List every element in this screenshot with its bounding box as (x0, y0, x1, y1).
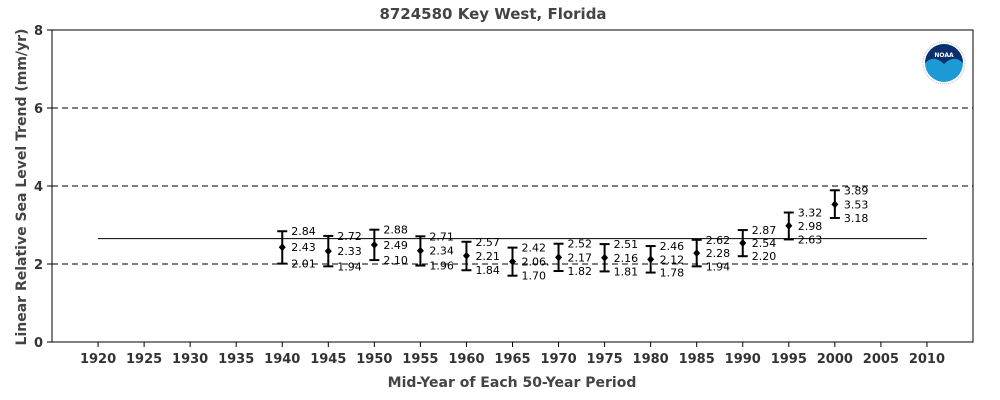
trend-marker (324, 247, 332, 256)
y-axis-label: Linear Relative Sea Level Trend (mm/yr) (14, 29, 30, 346)
lower-value-label: 3.18 (844, 212, 869, 225)
trend-marker (555, 253, 563, 262)
lower-value-label: 1.84 (475, 264, 500, 277)
trend-value-label: 2.98 (798, 220, 823, 233)
data-point: 2.72 2.33 1.94 (323, 230, 362, 273)
trend-marker (416, 246, 424, 255)
data-point: 2.422.06.1.70 (507, 242, 550, 283)
trend-marker (601, 253, 609, 262)
data-point: 3.322.982.63 (783, 207, 823, 246)
trend-value-label: 2.34 (429, 245, 454, 258)
data-point: 2.462.121.78 (645, 240, 685, 280)
x-tick-label: 1985 (679, 352, 715, 367)
trend-marker (739, 238, 747, 247)
trend-marker (278, 243, 286, 252)
upper-value-label: 2.62 (706, 234, 731, 247)
trend-value-label: 2.06. (522, 256, 550, 269)
x-tick-label: 1950 (356, 352, 392, 367)
x-tick-label: 1935 (218, 352, 254, 367)
lower-value-label: 2.63 (798, 233, 823, 246)
trend-marker (831, 200, 839, 209)
y-tick-label: 6 (34, 102, 43, 117)
chart-title: 8724580 Key West, Florida (379, 5, 606, 23)
x-tick-label: 1980 (633, 352, 669, 367)
upper-value-label: 2.87 (752, 224, 777, 237)
lower-value-label: 2.01 (291, 258, 316, 271)
trend-value-label: 2.33 (337, 245, 362, 258)
x-tick-label: 2005 (863, 352, 899, 367)
noaa-logo-bird (925, 44, 963, 64)
lower-value-label: 2.10 (383, 254, 408, 267)
upper-value-label: 2.51 (614, 238, 639, 251)
x-tick-label: 1945 (310, 352, 346, 367)
data-point: 2.512.161.81 (599, 238, 639, 278)
lower-value-label: 1.70 (522, 270, 547, 283)
upper-value-label: 2.88 (383, 224, 408, 237)
x-tick-label: 1990 (725, 352, 761, 367)
trend-value-label: 2.43 (291, 241, 316, 254)
trend-value-label: 3.53 (844, 198, 869, 211)
x-tick-label: 1995 (771, 352, 807, 367)
upper-value-label: 3.89 (844, 184, 869, 197)
x-tick-label: 1925 (126, 352, 162, 367)
y-tick-label: 0 (34, 336, 43, 351)
upper-value-label: 2.42 (522, 242, 547, 255)
trend-marker (693, 249, 701, 258)
trend-marker (647, 255, 655, 264)
trend-value-label: 2.54 (752, 237, 777, 250)
trend-value-label: 2.17 (568, 251, 593, 264)
lower-value-label: 1.81 (614, 265, 639, 278)
upper-value-label: 3.32 (798, 207, 823, 220)
x-tick-label: 1975 (587, 352, 623, 367)
x-tick-label: 1930 (172, 352, 208, 367)
lower-value-label: 1.94 (706, 260, 731, 273)
data-point: 2.84 2.43 2.01 (277, 225, 316, 271)
noaa-logo: NOAA (922, 41, 966, 85)
trend-value-label: 2.21 (475, 250, 500, 263)
y-tick-label: 4 (34, 180, 43, 195)
data-point: 3.893.533.18 (829, 184, 869, 225)
upper-value-label: 2.57 (475, 236, 500, 249)
trend-value-label: 2.12 (660, 253, 685, 266)
trend-value-label: 2.16 (614, 252, 639, 265)
trend-marker (370, 240, 378, 249)
trend-marker (785, 221, 793, 230)
trend-value-label: 2.49 (383, 239, 408, 252)
x-tick-label: 1970 (540, 352, 576, 367)
x-tick-label: 2000 (817, 352, 853, 367)
x-tick-label: 2010 (909, 352, 945, 367)
trend-value-label: 2.28 (706, 247, 731, 260)
x-tick-label: 1940 (264, 352, 300, 367)
x-tick-label: 1955 (402, 352, 438, 367)
lower-value-label: 1.96 (429, 260, 454, 273)
upper-value-label: 2.71 (429, 230, 454, 243)
upper-value-label: 2.46 (660, 240, 685, 253)
data-point: 2.88 2.49 2.10 (369, 224, 408, 267)
lower-value-label: 1.94 (337, 260, 362, 273)
y-tick-label: 8 (34, 24, 43, 39)
upper-value-label: 2.72 (337, 230, 362, 243)
noaa-logo-text: NOAA (934, 52, 954, 59)
data-point: 2.522.171.82 (553, 238, 593, 278)
upper-value-label: 2.52 (568, 238, 593, 251)
x-axis-label: Mid-Year of Each 50-Year Period (388, 375, 637, 391)
trend-marker (462, 251, 470, 260)
lower-value-label: 1.78 (660, 267, 685, 280)
lower-value-label: 1.82 (568, 265, 593, 278)
x-tick-label: 1920 (80, 352, 116, 367)
x-tick-label: 1960 (448, 352, 484, 367)
trend-marker (509, 257, 516, 266)
y-tick-label: 2 (34, 258, 43, 273)
lower-value-label: 2.20 (752, 250, 777, 263)
data-point: 2.572.211.84 (461, 236, 500, 277)
data-point: 2.71 2.34 1.96 (415, 230, 454, 273)
x-tick-label: 1965 (494, 352, 530, 367)
data-point: 2.872.542.20 (737, 224, 777, 263)
plot-area: 0 2 4 6 8 1920 1925 1930 1935 1940 1945 1950 1955 196… (34, 24, 974, 367)
data-point: 2.622.281.94 (691, 234, 731, 273)
upper-value-label: 2.84 (291, 225, 316, 238)
